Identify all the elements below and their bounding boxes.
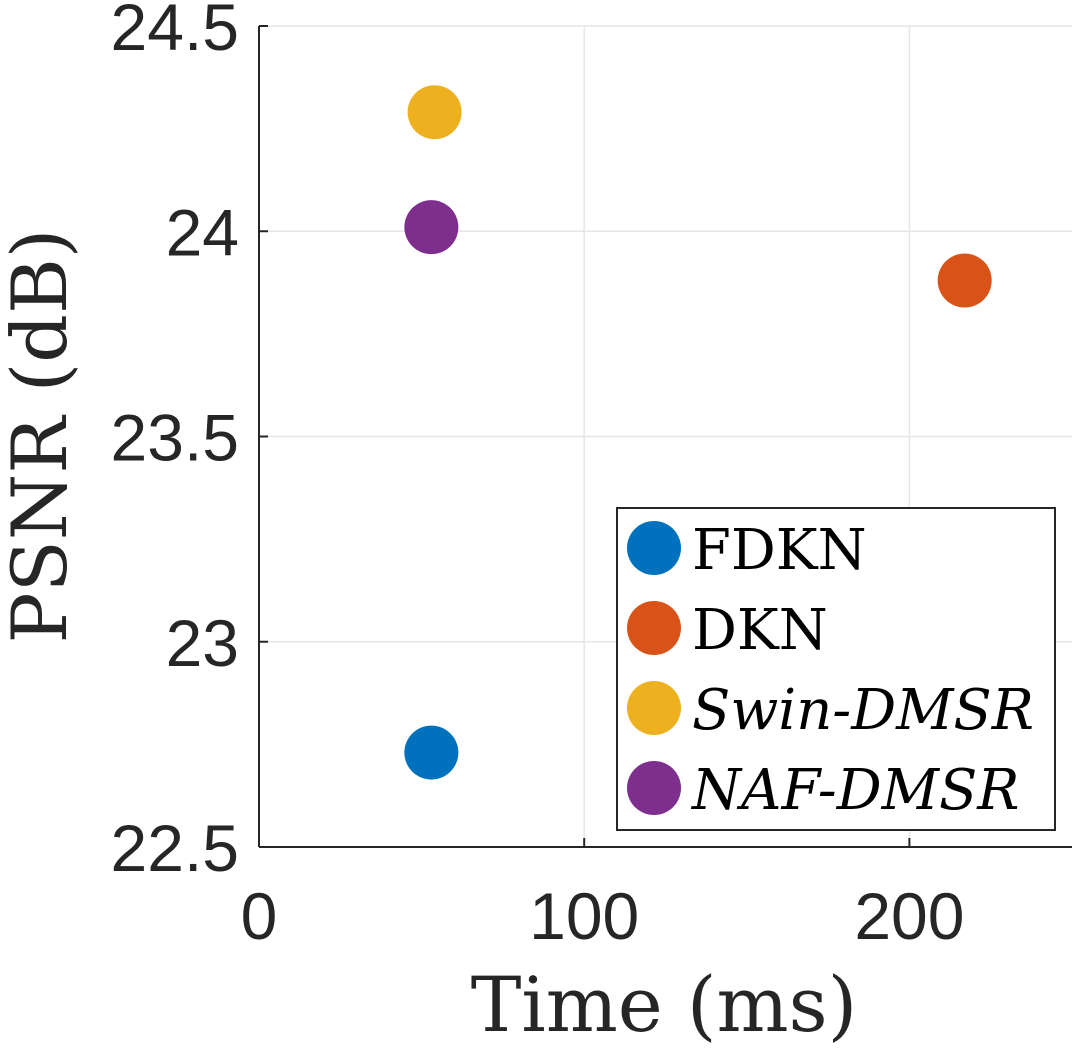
legend-label-swin-dmsr: Swin-DMSR <box>692 678 1034 743</box>
x-axis-label: Time (ms) <box>471 960 858 1049</box>
legend-label-dkn: DKN <box>692 598 828 663</box>
legend-label-fdkn: FDKN <box>692 518 867 583</box>
legend-marker-swin-dmsr <box>627 681 681 735</box>
legend-label-naf-dmsr: NAF-DMSR <box>690 758 1019 823</box>
point-fdkn <box>404 725 459 780</box>
x-tick-label: 0 <box>241 879 278 953</box>
y-tick-label: 23 <box>166 606 239 680</box>
data-points <box>404 85 992 780</box>
legend-box <box>616 507 1056 831</box>
point-swin-dmsr <box>407 85 462 140</box>
tick-labels: 0 100 200 22.5 23 23.5 24 24.5 <box>111 0 965 953</box>
axes <box>258 25 1072 848</box>
x-tick-label: 200 <box>854 879 964 953</box>
point-dkn <box>937 253 992 308</box>
legend-marker-naf-dmsr <box>627 761 681 815</box>
y-tick-label: 24 <box>166 195 239 269</box>
y-tick-label: 22.5 <box>111 811 239 885</box>
point-naf-dmsr <box>404 200 459 255</box>
y-tick-label: 24.5 <box>111 0 239 64</box>
legend: FDKN DKN Swin-DMSR NAF-DMSR <box>616 507 1056 831</box>
legend-marker-fdkn <box>627 521 681 575</box>
y-axis-label: PSNR (dB) <box>0 229 84 644</box>
x-tick-label: 100 <box>529 879 639 953</box>
y-tick-label: 23.5 <box>111 401 239 475</box>
legend-marker-dkn <box>627 601 681 655</box>
